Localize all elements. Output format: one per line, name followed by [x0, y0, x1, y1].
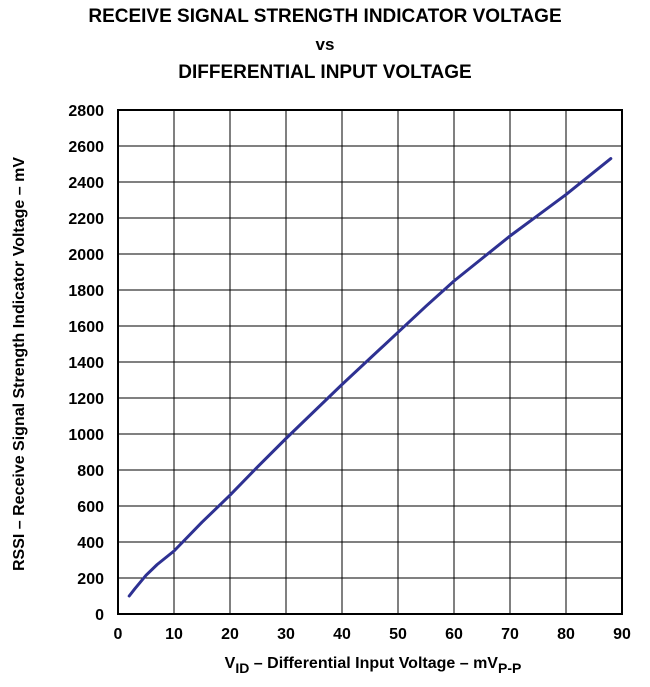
chart-title-line-1: RECEIVE SIGNAL STRENGTH INDICATOR VOLTAG…: [88, 6, 562, 27]
y-tick-label: 1000: [68, 427, 104, 444]
y-tick-label: 2000: [68, 247, 104, 264]
x-axis-label-sub2: P-P: [498, 660, 521, 676]
grid-lines: [117, 109, 623, 615]
x-tick-label: 40: [333, 626, 351, 643]
x-tick-label: 50: [389, 626, 407, 643]
y-tick-label: 200: [77, 571, 104, 588]
x-tick-labels: 0 10 20 30 40 50 60 70 80 90: [114, 626, 631, 643]
x-axis-label-middle: – Differential Input Voltage – mV: [249, 655, 498, 672]
y-tick-label: 1200: [68, 391, 104, 408]
y-tick-labels: 0 200 400 600 800 1000 1200 1400 1600 1800 2000 220…: [68, 103, 104, 624]
y-tick-label: 800: [77, 463, 104, 480]
x-tick-label: 60: [445, 626, 463, 643]
x-tick-label: 0: [114, 626, 123, 643]
x-axis-label: VID – Differential Input Voltage – mVP-P: [225, 655, 522, 676]
x-tick-label: 10: [165, 626, 183, 643]
y-tick-label: 2400: [68, 175, 104, 192]
x-tick-label: 20: [221, 626, 239, 643]
series-layer: [127, 157, 613, 598]
x-tick-label: 70: [501, 626, 519, 643]
series-line: [127, 157, 613, 598]
y-tick-label: 2600: [68, 139, 104, 156]
chart-title-line-3: DIFFERENTIAL INPUT VOLTAGE: [178, 62, 472, 83]
y-tick-label: 600: [77, 499, 104, 516]
plot-frame: [117, 109, 623, 615]
x-tick-label: 30: [277, 626, 295, 643]
y-tick-label: 2200: [68, 211, 104, 228]
x-axis-label-sub1: ID: [235, 660, 249, 676]
y-axis-label: RSSI – Receive Signal Strength Indicator…: [11, 157, 28, 571]
y-tick-label: 400: [77, 535, 104, 552]
y-tick-label: 1800: [68, 283, 104, 300]
x-tick-label: 90: [613, 626, 631, 643]
y-tick-label: 0: [95, 607, 104, 624]
x-axis-label-prefix: V: [225, 655, 236, 672]
chart-title-line-2: vs: [315, 35, 335, 54]
y-tick-label: 1600: [68, 319, 104, 336]
x-tick-label: 80: [557, 626, 575, 643]
y-tick-label: 2800: [68, 103, 104, 120]
y-tick-label: 1400: [68, 355, 104, 372]
